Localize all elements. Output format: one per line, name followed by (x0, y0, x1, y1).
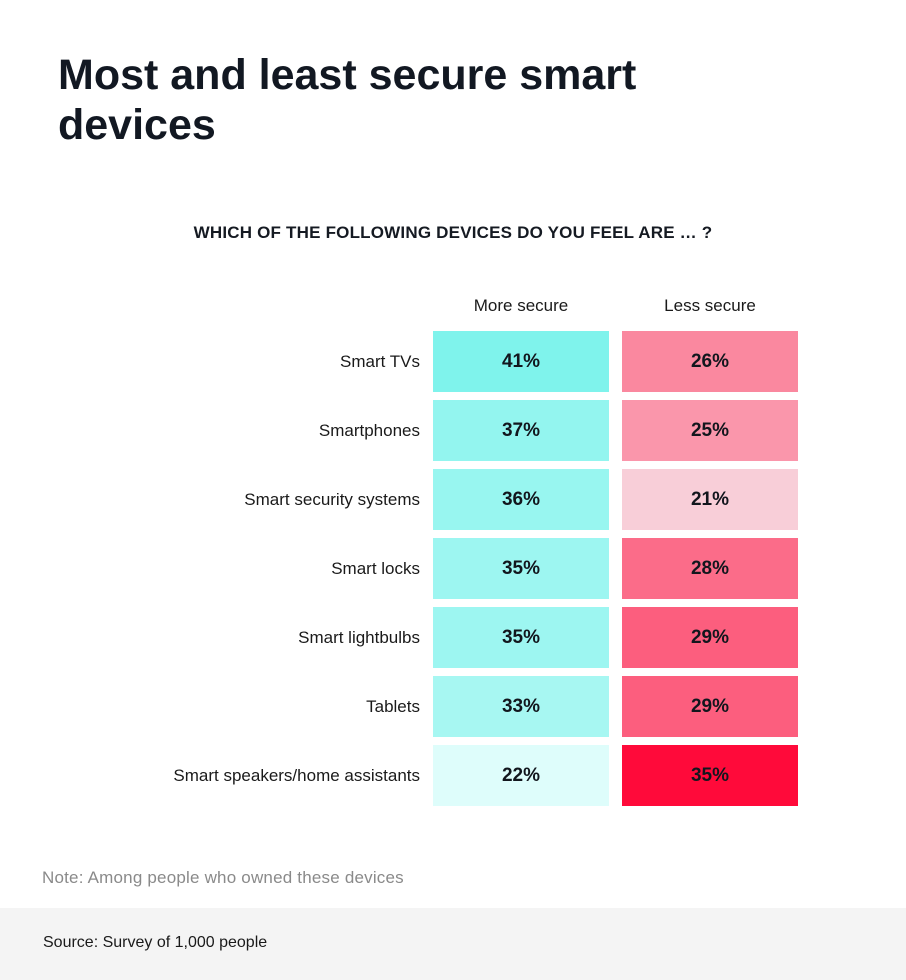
footnote: Note: Among people who owned these devic… (42, 868, 404, 887)
heatmap-cell-less-secure: 29% (622, 607, 798, 668)
row-label: Smart locks (331, 558, 420, 578)
heatmap-cell-less-secure: 21% (622, 469, 798, 530)
chart-title: Most and least secure smart devices (58, 51, 637, 149)
column-header-more-secure: More secure (473, 296, 569, 315)
heatmap-cell-less-secure: 35% (622, 745, 798, 806)
heatmap-cell-more-secure: 41% (433, 331, 609, 392)
row-label: Tablets (366, 696, 420, 716)
heatmap-table: More secure Less secure Smart TVs Smartphon… (173, 296, 798, 806)
heatmap-cell-less-secure: 28% (622, 538, 798, 599)
row-label: Smart lightbulbs (298, 627, 420, 647)
row-label: Smart security systems (244, 489, 420, 509)
heatmap-cell-more-secure: 22% (433, 745, 609, 806)
heatmap-cell-more-secure: 37% (433, 400, 609, 461)
source-text: Source: Survey of 1,000 people (43, 934, 268, 951)
heatmap-cell-more-secure: 35% (433, 607, 609, 668)
chart-subtitle: WHICH OF THE FOLLOWING DEVICES DO YOU FE… (193, 223, 713, 242)
heatmap-cell-less-secure: 26% (622, 331, 798, 392)
column-header-less-secure: Less secure (664, 296, 756, 315)
heatmap-cell-more-secure: 36% (433, 469, 609, 530)
row-label: Smartphones (318, 420, 420, 440)
heatmap-cell-more-secure: 35% (433, 538, 609, 599)
row-label: Smart speakers/home assistants (173, 765, 420, 785)
heatmap-cell-less-secure: 25% (622, 400, 798, 461)
row-label: Smart TVs (340, 351, 420, 371)
heatmap-cell-less-secure: 29% (622, 676, 798, 737)
heatmap-cell-more-secure: 33% (433, 676, 609, 737)
source-footer: Source: Survey of 1,000 people (0, 908, 906, 980)
